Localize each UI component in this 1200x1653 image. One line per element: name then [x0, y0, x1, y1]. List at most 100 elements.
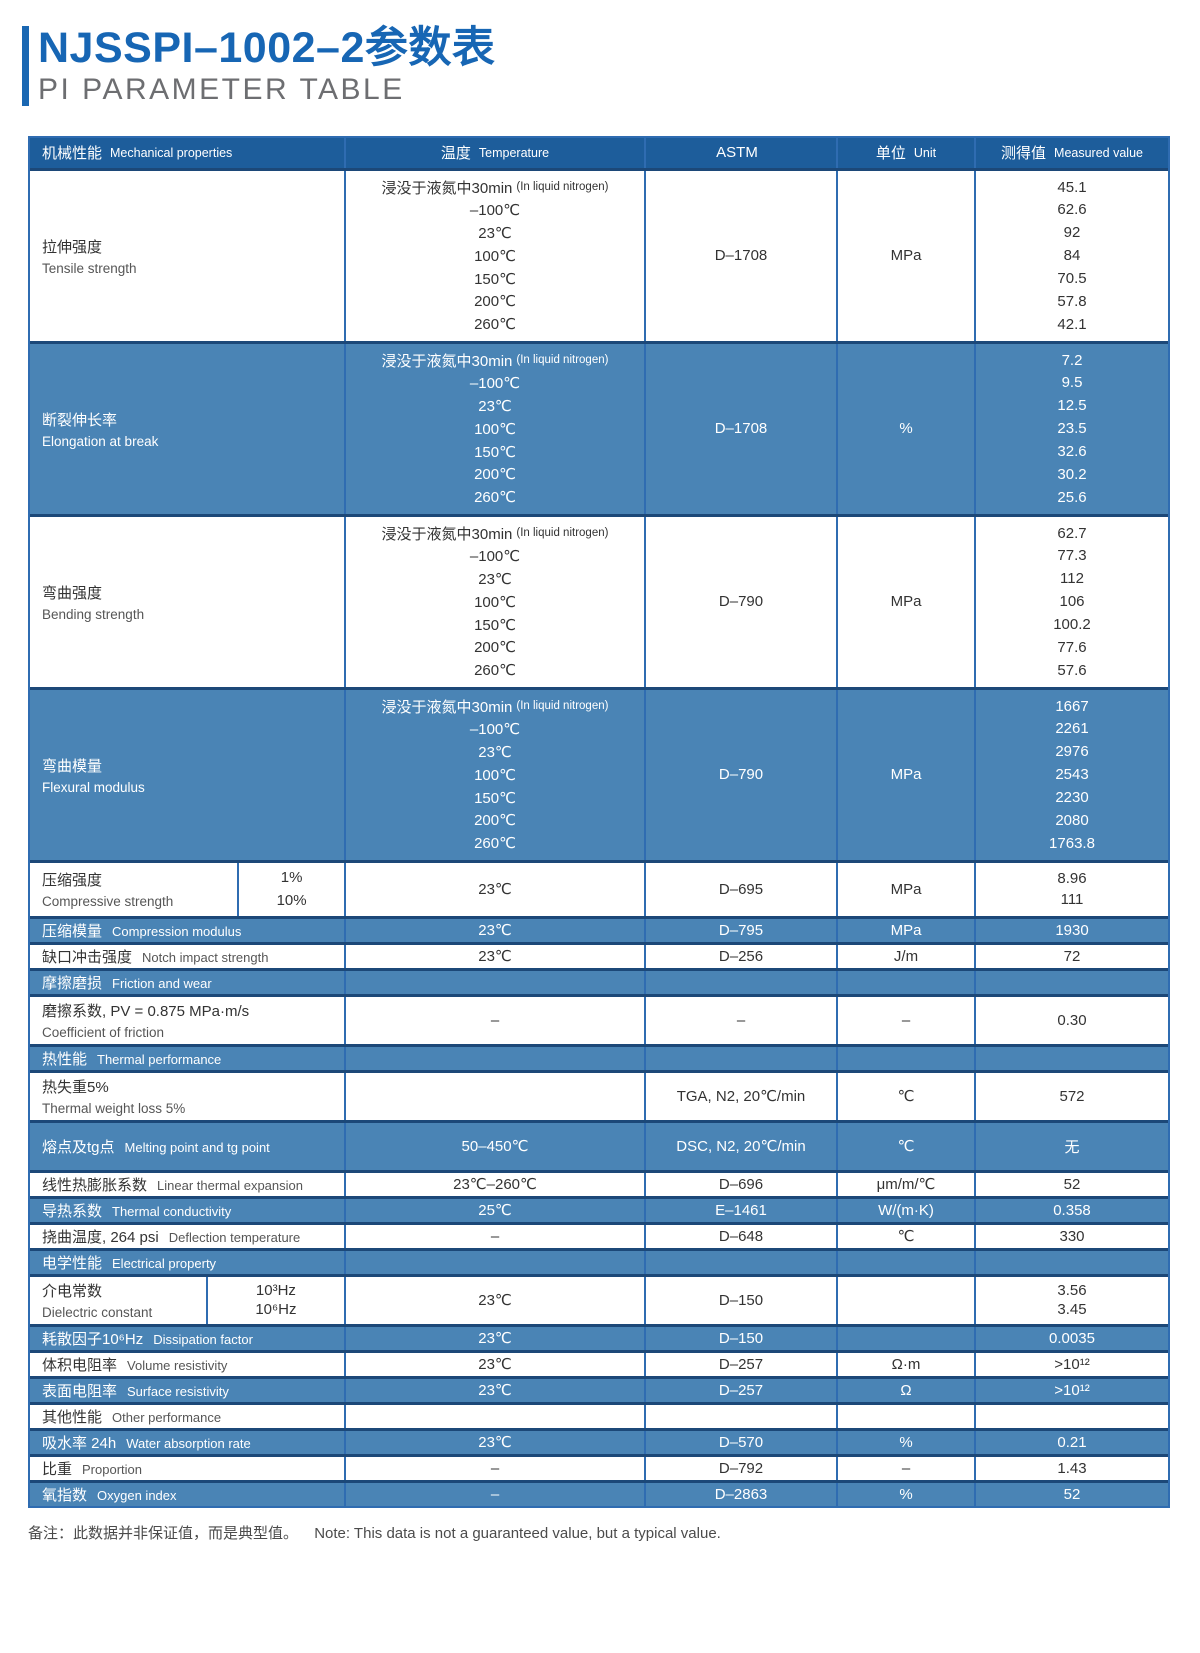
astm-cell: D–150	[644, 1276, 836, 1324]
property-cell: 其他性能 Other performance	[30, 1405, 344, 1428]
value-line: 45.1	[976, 176, 1168, 199]
table-row: 氧指数 Oxygen index – D–2863% 52	[30, 1479, 1168, 1506]
temp-line: 150℃	[346, 440, 644, 463]
temp-label: 150℃	[474, 616, 516, 634]
property-name-cn: 缺口冲击强度	[42, 948, 133, 966]
temperature-cell: 浸没于液氮中30min (In liquid nitrogen) –100℃ 23℃ 1…	[344, 343, 644, 514]
property-cell: 熔点及tg点 Melting point and tg point	[30, 1123, 344, 1170]
property-label: 线性热膨胀系数 Linear thermal expansion	[30, 1174, 303, 1195]
sub-condition-label: 10%	[276, 891, 307, 909]
value-text: 2230	[1055, 789, 1089, 806]
value-line: 30.2	[976, 463, 1168, 486]
temp-line: 100℃	[346, 417, 644, 440]
value-text: 45.1	[1057, 178, 1087, 196]
value-cell: 45.1 62.6 92 84 70.5 57.8 42.1	[974, 170, 1168, 341]
value-text: 2261	[1055, 720, 1089, 738]
value-text: 62.7	[1057, 524, 1087, 542]
temp-label: 浸没于液氮中30min	[381, 179, 513, 197]
table-row: 拉伸强度 Tensile strength 浸没于液氮中30min (In liqui…	[30, 167, 1168, 341]
property-name-cn: 挠曲温度, 264 psi	[42, 1228, 159, 1246]
header-label-en: Mechanical properties	[110, 145, 233, 160]
table-row: 挠曲温度, 264 psi Deflection temperature – D–64…	[30, 1221, 1168, 1248]
property-label: 压缩强度 Compressive strength	[30, 863, 237, 916]
table-row: 熔点及tg点 Melting point and tg point 50–450℃ D…	[30, 1119, 1168, 1170]
sub-condition-label: 1%	[280, 869, 303, 887]
temperature-cell: –	[344, 996, 644, 1044]
value-line: 2261	[976, 718, 1168, 741]
sub-condition-cell: 1% 10%	[237, 862, 344, 916]
unit-cell	[836, 1404, 974, 1428]
property-label: 缺口冲击强度 Notch impact strength	[30, 946, 268, 967]
table-row: 表面电阻率 Surface resistivity 23℃ D–257 Ω >10¹²	[30, 1375, 1168, 1402]
property-label: 热性能 Thermal performance	[30, 1048, 221, 1069]
property-label: 弯曲强度 Bending strength	[30, 582, 144, 622]
temperature-cell: 浸没于液氮中30min (In liquid nitrogen) –100℃ 23℃ 1…	[344, 170, 644, 341]
table-body: 拉伸强度 Tensile strength 浸没于液氮中30min (In liqui…	[30, 167, 1168, 1506]
value-cell: 0.358	[974, 1198, 1168, 1222]
value-cell: >10¹²	[974, 1352, 1168, 1376]
value-cell	[974, 1250, 1168, 1274]
value-line: 42.1	[976, 313, 1168, 336]
property-cell: 摩擦磨损 Friction and wear	[30, 971, 344, 994]
property-label: 弯曲模量 Flexural modulus	[30, 755, 145, 795]
table-row: 介电常数 Dielectric constant 10³Hz 10⁶Hz 23℃ D–15…	[30, 1273, 1168, 1324]
temp-line: 23℃	[346, 567, 644, 590]
value-text: 112	[1060, 570, 1084, 588]
astm-cell: D–790	[644, 516, 836, 687]
temp-note: (In liquid nitrogen)	[516, 700, 609, 713]
property-name-en: Compression modulus	[112, 923, 242, 939]
value-line: 2976	[976, 740, 1168, 763]
value-line: 2230	[976, 786, 1168, 809]
table-row: 其他性能 Other performance	[30, 1401, 1168, 1428]
value-text: 57.8	[1057, 292, 1087, 310]
unit-cell: ℃	[836, 1122, 974, 1170]
unit-cell: MPa	[836, 516, 974, 687]
astm-cell: TGA, N2, 20℃/min	[644, 1072, 836, 1120]
value-line: 2080	[976, 809, 1168, 832]
value-text: 84	[1063, 247, 1081, 265]
astm-cell: D–1708	[644, 343, 836, 514]
temperature-cell: 23℃	[344, 1326, 644, 1350]
unit-cell: Ω	[836, 1378, 974, 1402]
value-cell: 1667 2261 2976 2543 2230 2080 1763.8	[974, 689, 1168, 860]
title-text: NJSSPI–1002–2参数表 PI PARAMETER TABLE	[38, 25, 495, 106]
property-name-en: Thermal performance	[97, 1051, 222, 1067]
value-text: 30.2	[1057, 465, 1087, 483]
temp-line: 浸没于液氮中30min (In liquid nitrogen)	[346, 176, 644, 199]
value-line: 62.6	[976, 199, 1168, 222]
header-astm: ASTM	[644, 137, 836, 168]
header-mechanical-properties: 机械性能 Mechanical properties	[30, 138, 344, 168]
temp-line: 260℃	[346, 659, 644, 682]
unit-cell: MPa	[836, 862, 974, 916]
astm-cell: D–795	[644, 918, 836, 942]
property-cell: 耗散因子10⁶Hz Dissipation factor	[30, 1327, 344, 1350]
astm-cell: D–257	[644, 1352, 836, 1376]
value-line: 8.96	[976, 868, 1168, 890]
temp-line: 200℃	[346, 636, 644, 659]
value-line: 23.5	[976, 417, 1168, 440]
property-name-en: Thermal conductivity	[112, 1203, 232, 1219]
property-cell: 体积电阻率 Volume resistivity	[30, 1353, 344, 1376]
unit-cell: Ω·m	[836, 1352, 974, 1376]
property-cell: 比重 Proportion	[30, 1457, 344, 1480]
property-name-cn: 线性热膨胀系数	[42, 1176, 148, 1194]
value-text: 3.56	[1057, 1282, 1087, 1300]
astm-cell: D–790	[644, 689, 836, 860]
temp-note: (In liquid nitrogen)	[516, 354, 609, 367]
table-row: 压缩强度 Compressive strength 1% 10% 23℃ D–695 MPa…	[30, 859, 1168, 916]
property-label: 氧指数 Oxygen index	[30, 1484, 177, 1505]
temp-line: –100℃	[346, 372, 644, 395]
property-name-en: Flexural modulus	[42, 779, 145, 795]
temp-label: 200℃	[474, 293, 516, 311]
temp-label: 浸没于液氮中30min	[381, 352, 513, 370]
temperature-cell: 23℃	[344, 1352, 644, 1376]
table-row: 体积电阻率 Volume resistivity 23℃ D–257 Ω·m >10¹²	[30, 1349, 1168, 1376]
table-row: 弯曲强度 Bending strength 浸没于液氮中30min (In liqui…	[30, 513, 1168, 687]
value-text: 111	[1060, 891, 1084, 909]
astm-cell	[644, 1250, 836, 1274]
property-name-cn: 拉伸强度	[42, 238, 103, 256]
value-text: 1763.8	[1049, 834, 1095, 852]
value-cell: 7.2 9.5 12.5 23.5 32.6 30.2 25.6	[974, 343, 1168, 514]
temp-label: –100℃	[469, 547, 521, 565]
value-text: 2080	[1055, 811, 1089, 829]
